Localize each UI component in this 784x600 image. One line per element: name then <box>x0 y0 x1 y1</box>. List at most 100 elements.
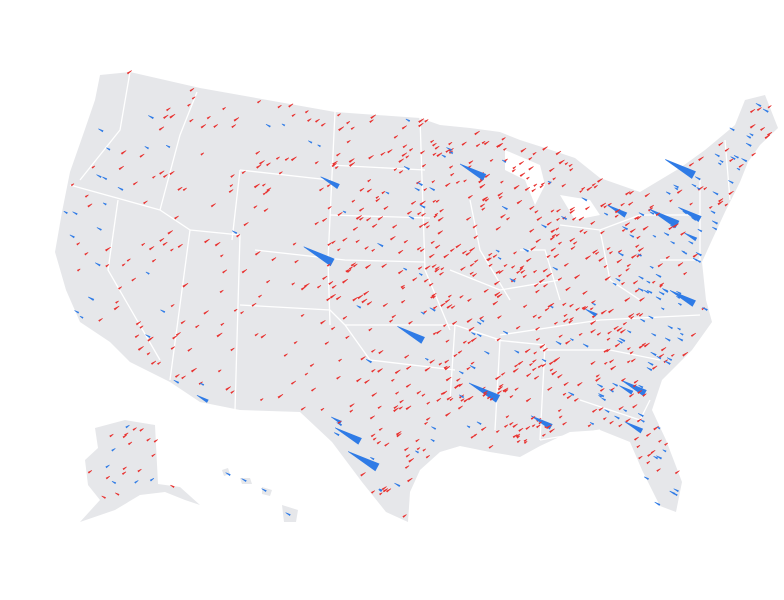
red-shift-arrow <box>222 107 226 111</box>
red-shift-arrow <box>532 359 537 363</box>
red-shift-arrow <box>484 173 491 179</box>
red-shift-arrow <box>585 255 591 260</box>
red-shift-arrow <box>431 292 437 297</box>
red-shift-arrow <box>143 200 148 205</box>
red-shift-arrow <box>432 199 437 203</box>
red-shift-arrow <box>474 130 480 136</box>
blue-shift-arrow <box>694 176 701 181</box>
red-shift-arrow <box>450 172 455 177</box>
red-shift-arrow <box>124 432 129 437</box>
red-shift-arrow <box>419 248 425 253</box>
blue-shift-arrow <box>697 228 703 233</box>
blue-shift-arrow <box>523 248 530 253</box>
red-shift-arrow <box>524 348 531 354</box>
red-shift-arrow <box>511 265 516 269</box>
blue-shift-arrow <box>334 432 340 437</box>
blue-shift-arrow <box>746 135 752 139</box>
red-shift-arrow <box>728 190 734 196</box>
red-shift-arrow <box>633 436 639 441</box>
red-shift-arrow <box>127 441 133 446</box>
red-shift-arrow <box>590 221 596 225</box>
red-shift-arrow <box>233 308 238 312</box>
red-shift-arrow <box>708 206 713 209</box>
red-shift-arrow <box>316 285 322 289</box>
red-shift-arrow <box>680 231 686 236</box>
red-shift-arrow <box>586 186 593 192</box>
blue-shift-arrow <box>541 358 547 363</box>
blue-shift-arrow <box>497 257 502 260</box>
red-shift-arrow <box>332 160 338 166</box>
red-shift-arrow <box>572 217 577 221</box>
red-shift-arrow <box>434 266 440 271</box>
red-shift-arrow <box>579 229 584 233</box>
red-shift-arrow <box>294 259 299 264</box>
red-shift-arrow <box>146 438 151 442</box>
blue-shift-arrow <box>755 103 762 108</box>
red-shift-arrow <box>206 116 211 120</box>
red-shift-arrow <box>408 458 414 463</box>
red-shift-arrow <box>462 340 467 344</box>
red-shift-arrow <box>532 314 537 319</box>
red-shift-arrow <box>214 241 221 247</box>
red-shift-arrow <box>542 146 548 151</box>
red-shift-arrow <box>497 315 502 319</box>
blue-shift-arrow <box>449 151 454 155</box>
red-shift-arrow <box>337 212 343 217</box>
red-shift-arrow <box>676 189 683 194</box>
red-shift-arrow <box>229 184 234 188</box>
blue-shift-arrow <box>476 421 482 425</box>
red-shift-arrow <box>549 236 555 241</box>
red-shift-arrow <box>542 347 548 352</box>
red-shift-arrow <box>304 110 309 114</box>
red-shift-arrow <box>502 387 509 393</box>
red-shift-arrow <box>170 304 175 308</box>
blue-shift-arrow <box>365 359 372 364</box>
red-shift-arrow <box>326 184 331 188</box>
red-shift-arrow <box>182 187 187 192</box>
red-shift-arrow <box>393 135 398 139</box>
red-shift-arrow <box>724 148 730 152</box>
red-shift-arrow <box>636 215 642 220</box>
red-shift-arrow <box>389 319 394 323</box>
red-shift-arrow <box>293 341 298 345</box>
red-shift-arrow <box>543 283 548 288</box>
blue-shift-arrow <box>619 385 634 395</box>
red-shift-arrow <box>562 421 567 426</box>
red-shift-arrow <box>488 263 493 268</box>
red-shift-arrow <box>230 390 235 394</box>
red-shift-arrow <box>405 454 410 458</box>
blue-shift-arrow <box>419 204 426 209</box>
red-shift-arrow <box>537 315 542 320</box>
red-shift-arrow <box>361 298 368 304</box>
red-shift-arrow <box>555 150 562 156</box>
blue-shift-arrow <box>582 343 589 348</box>
red-shift-arrow <box>217 369 222 373</box>
red-shift-arrow <box>320 122 326 127</box>
blue-shift-arrow <box>232 230 238 235</box>
red-shift-arrow <box>646 461 651 465</box>
blue-shift-arrow <box>466 425 471 429</box>
red-shift-arrow <box>364 246 369 250</box>
red-shift-arrow <box>76 242 81 246</box>
red-shift-arrow <box>371 349 376 353</box>
blue-shift-arrow <box>459 163 487 181</box>
blue-shift-arrow <box>145 334 151 339</box>
blue-shift-arrow <box>652 235 657 238</box>
blue-shift-arrow <box>648 315 654 320</box>
red-shift-arrow <box>581 306 586 310</box>
red-shift-arrow <box>260 334 267 339</box>
blue-shift-arrow <box>615 278 621 282</box>
red-shift-arrow <box>664 442 668 446</box>
red-shift-arrow <box>749 124 756 129</box>
red-shift-arrow <box>131 277 136 282</box>
red-shift-arrow <box>126 258 131 262</box>
blue-shift-arrow <box>658 291 665 296</box>
state-border-line <box>239 304 346 326</box>
red-shift-arrow <box>243 222 249 227</box>
red-shift-arrow <box>91 165 96 169</box>
red-shift-arrow <box>342 278 348 284</box>
red-shift-arrow <box>402 514 407 518</box>
red-shift-arrow <box>125 424 130 429</box>
red-shift-arrow <box>565 340 571 345</box>
red-shift-arrow <box>378 492 383 496</box>
